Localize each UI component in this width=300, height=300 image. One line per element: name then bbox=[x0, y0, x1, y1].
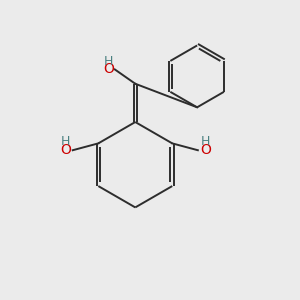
Text: O: O bbox=[200, 143, 211, 157]
Text: O: O bbox=[103, 62, 114, 76]
Text: H: H bbox=[103, 55, 113, 68]
Text: H: H bbox=[61, 136, 70, 148]
Text: H: H bbox=[200, 136, 210, 148]
Text: O: O bbox=[60, 143, 71, 157]
